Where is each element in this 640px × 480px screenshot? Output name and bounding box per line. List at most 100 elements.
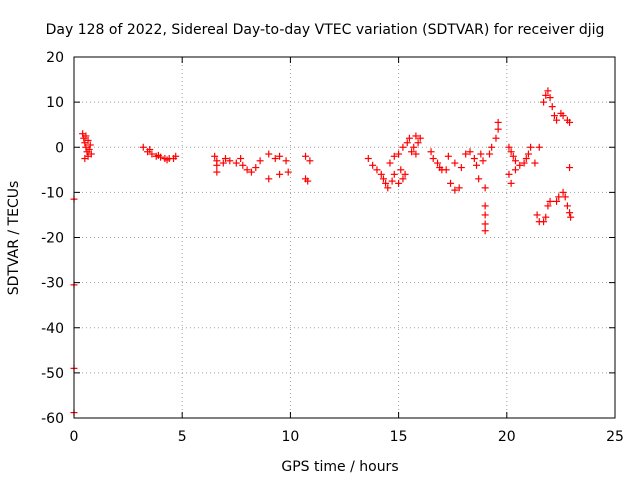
data-point (388, 177, 396, 185)
data-point (405, 134, 413, 142)
data-point (457, 164, 465, 172)
y-tick-label: 10 (46, 95, 64, 111)
data-point (282, 157, 290, 165)
data-point (494, 125, 502, 133)
data-point (382, 179, 390, 187)
data-point (542, 213, 550, 221)
data-point (492, 134, 500, 142)
data-point (139, 143, 147, 151)
plot-frame (73, 56, 616, 419)
data-point (399, 143, 407, 151)
data-point (548, 103, 556, 111)
data-point (485, 150, 493, 158)
data-point (364, 155, 372, 163)
data-point (252, 164, 260, 172)
x-tick-label: 10 (281, 429, 299, 445)
data-point (306, 157, 314, 165)
data-point (442, 166, 450, 174)
data-point (455, 184, 463, 192)
data-point (401, 170, 409, 178)
y-tick-label: -60 (41, 411, 64, 427)
data-point (559, 188, 567, 196)
data-point (481, 220, 489, 228)
data-point (470, 155, 478, 163)
data-point (567, 213, 575, 221)
y-tick-label: 20 (46, 50, 64, 66)
data-point (397, 166, 405, 174)
data-point (414, 139, 422, 147)
data-point (566, 118, 574, 126)
data-point (566, 209, 574, 217)
y-axis-title: SDTVAR / TECUs (6, 181, 22, 296)
x-tick-label: 15 (390, 429, 408, 445)
data-point (566, 164, 574, 172)
data-point (265, 150, 273, 158)
data-point (451, 159, 459, 167)
grid-lines (74, 57, 615, 418)
data-point (163, 156, 171, 164)
data-point (550, 112, 558, 120)
x-tick-label: 20 (498, 429, 516, 445)
y-tick-label: -10 (41, 185, 64, 201)
y-tick-label: -20 (41, 231, 64, 247)
data-point (412, 150, 420, 158)
data-point (247, 168, 255, 176)
data-point (395, 179, 403, 187)
data-point (284, 168, 292, 176)
data-point (427, 148, 435, 156)
data-point (488, 143, 496, 151)
y-tick-labels: 20 10 0 -10 -20 -30 -40 -50 -60 (41, 50, 64, 427)
data-point (522, 155, 530, 163)
data-point (494, 118, 502, 126)
data-point (444, 152, 452, 160)
data-point (219, 159, 227, 167)
data-point (546, 197, 554, 205)
data-point (408, 148, 416, 156)
data-point (462, 150, 470, 158)
data-point (302, 175, 310, 183)
data-point (265, 175, 273, 183)
data-point (511, 166, 519, 174)
data-point (390, 170, 398, 178)
y-tick-label: 0 (55, 140, 64, 156)
data-point (555, 193, 563, 201)
data-point (531, 159, 539, 167)
y-tick-label: -50 (41, 366, 64, 382)
data-point (213, 161, 221, 169)
data-point (373, 166, 381, 174)
data-point (429, 155, 437, 163)
data-point (473, 161, 481, 169)
data-point (520, 159, 528, 167)
data-point (507, 148, 515, 156)
data-point (509, 152, 517, 160)
data-point (481, 211, 489, 219)
chart-title: Day 128 of 2022, Sidereal Day-to-day VTE… (46, 22, 605, 38)
data-point (82, 132, 90, 140)
data-point (271, 155, 279, 163)
y-tick-label: -40 (41, 321, 64, 337)
data-point (379, 175, 387, 183)
data-point (146, 146, 154, 154)
data-point (237, 155, 245, 163)
axis-ticks (73, 56, 616, 419)
data-point (256, 157, 264, 165)
data-point (412, 132, 420, 140)
data-point (546, 94, 554, 102)
data-point (384, 184, 392, 192)
data-point (481, 202, 489, 210)
data-point (561, 193, 569, 201)
x-tick-labels: 0 5 10 15 20 25 (70, 429, 624, 445)
data-point (505, 170, 513, 178)
data-point (505, 143, 513, 151)
data-point (154, 151, 162, 159)
data-point (475, 175, 483, 183)
data-point (481, 227, 489, 235)
y-tick-label: -30 (41, 276, 64, 292)
data-point (302, 152, 310, 160)
data-point (544, 202, 552, 210)
data-point (239, 161, 247, 169)
data-point (553, 197, 561, 205)
x-tick-label: 0 (70, 429, 79, 445)
data-point (477, 150, 485, 158)
